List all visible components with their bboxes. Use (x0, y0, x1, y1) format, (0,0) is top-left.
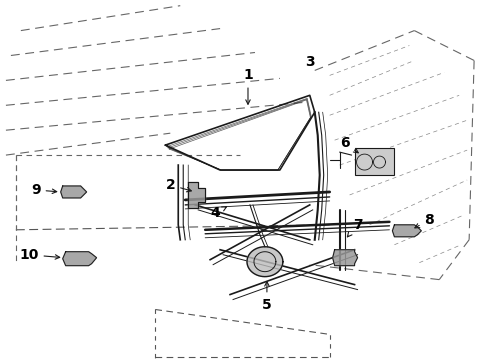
Text: 1: 1 (243, 68, 253, 104)
Text: 5: 5 (262, 282, 272, 311)
Text: 8: 8 (415, 213, 434, 228)
Polygon shape (63, 252, 97, 266)
Polygon shape (188, 182, 205, 208)
Text: 7: 7 (347, 218, 363, 237)
Polygon shape (61, 186, 87, 198)
Text: 9: 9 (31, 183, 57, 197)
Polygon shape (247, 247, 283, 276)
Polygon shape (355, 148, 394, 175)
Text: 3: 3 (305, 55, 315, 69)
Text: 2: 2 (166, 178, 191, 192)
Text: 10: 10 (19, 248, 60, 262)
Polygon shape (333, 250, 358, 266)
Polygon shape (392, 225, 421, 237)
Text: 4: 4 (210, 206, 226, 220)
Text: 6: 6 (340, 136, 358, 153)
